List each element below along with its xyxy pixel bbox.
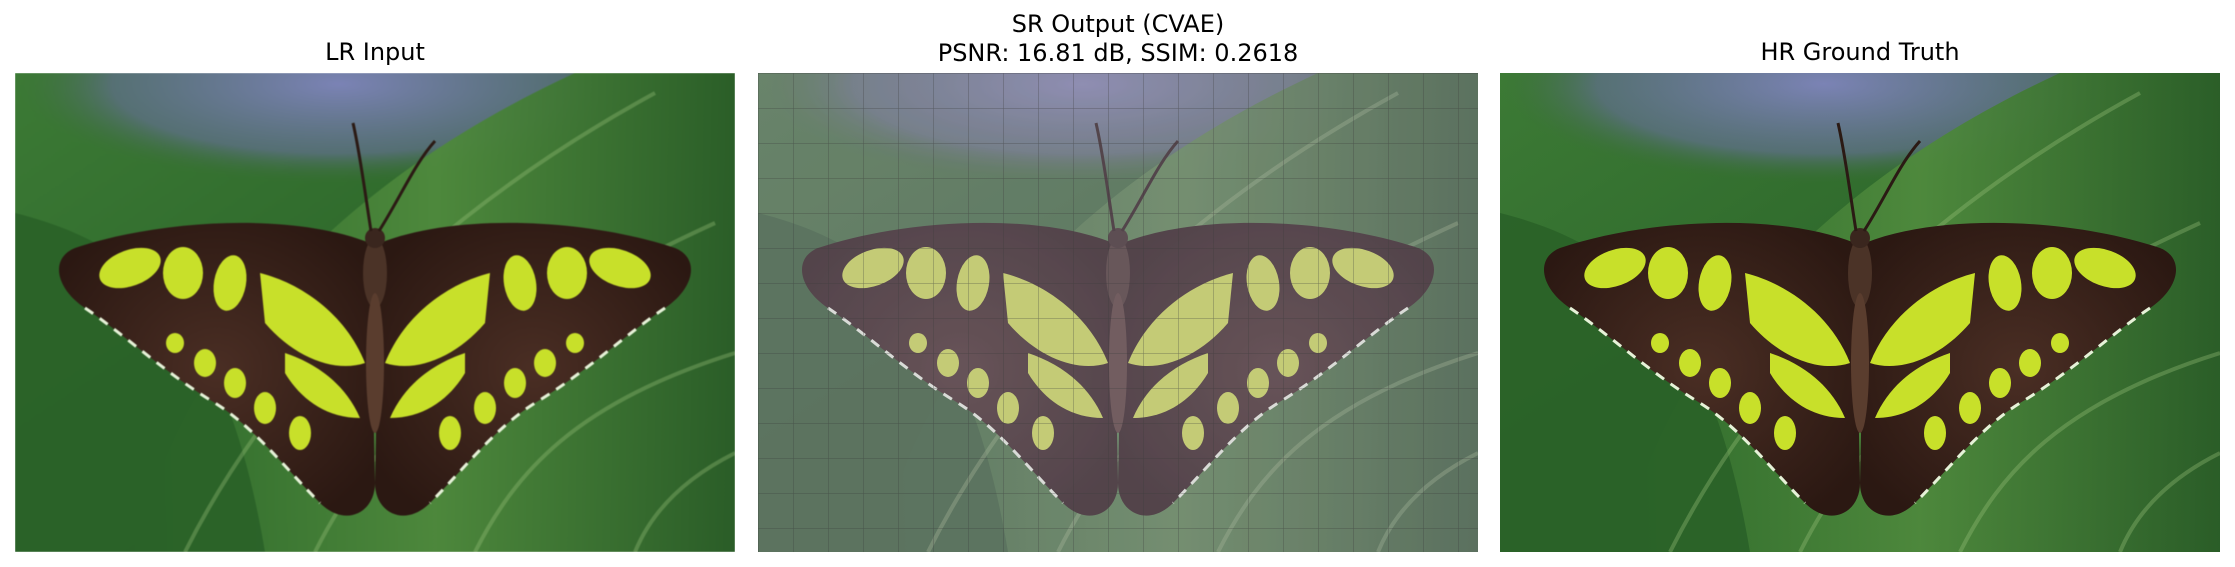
butterfly-photo-sr	[758, 73, 1478, 552]
panel-lr-input: LR Input	[15, 0, 735, 567]
panel-title: SR Output (CVAE) PSNR: 16.81 dB, SSIM: 0…	[758, 10, 1478, 68]
panel-hr-ground-truth: HR Ground Truth	[1500, 0, 2220, 567]
patch-grid-overlay	[758, 73, 1478, 552]
butterfly-photo	[15, 73, 735, 552]
panel-title: HR Ground Truth	[1500, 38, 2220, 67]
panel-sr-output: SR Output (CVAE) PSNR: 16.81 dB, SSIM: 0…	[758, 0, 1478, 567]
panel-title-line: HR Ground Truth	[1760, 38, 1960, 66]
panel-title-line: LR Input	[325, 38, 425, 66]
panel-title-line: SR Output (CVAE)	[1011, 10, 1225, 38]
sr-output-image	[758, 73, 1478, 552]
butterfly-photo	[1500, 73, 2220, 552]
hr-ground-truth-image	[1500, 73, 2220, 552]
panel-subtitle-metrics: PSNR: 16.81 dB, SSIM: 0.2618	[937, 39, 1299, 67]
lr-input-image	[15, 73, 735, 552]
panel-title: LR Input	[15, 38, 735, 67]
